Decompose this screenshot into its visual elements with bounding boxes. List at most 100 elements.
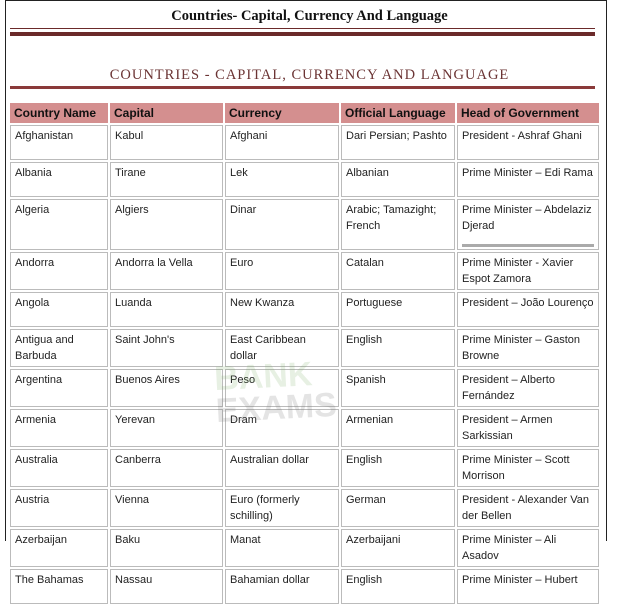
cell-text: Azerbaijani (346, 534, 401, 546)
table-cell: Dinar (225, 199, 339, 250)
table-cell: The Bahamas (10, 569, 108, 604)
table-row: Argentina Buenos Aires Peso Spanish Presiden… (10, 369, 599, 407)
cell-text: Dram (230, 414, 257, 426)
cell-text: Armenia (15, 414, 56, 426)
cell-text: President – Armen Sarkissian (462, 414, 553, 442)
table-cell: Austria (10, 489, 108, 527)
table-cell: Buenos Aires (110, 369, 223, 407)
table-cell: Baku (110, 529, 223, 567)
cell-text: Yerevan (115, 414, 155, 426)
cell-text: English (346, 334, 383, 346)
table-row: Azerbaijan Baku Manat Azerbaijani Prime Mini… (10, 529, 599, 567)
cell-text: The Bahamas (15, 574, 84, 586)
cell-text: Saint John's (115, 334, 175, 346)
cell-text: Peso (230, 374, 256, 386)
column-header: Currency (225, 103, 339, 123)
cell-text: Bahamian dollar (230, 574, 310, 586)
column-header: Country Name (10, 103, 108, 123)
table-cell: President – Alberto Fernández (457, 369, 599, 407)
table-cell: Prime Minister – Abdelaziz Djerad (457, 199, 599, 250)
table-row: Angola Luanda New Kwanza Portuguese Presiden… (10, 292, 599, 327)
cell-divider (462, 244, 594, 247)
table-row: The Bahamas Nassau Bahamian dollar English P… (10, 569, 599, 604)
table-cell: East Caribbean dollar (225, 329, 339, 367)
document-page (5, 0, 607, 541)
column-header: Capital (110, 103, 223, 123)
table-cell: Prime Minister – Scott Morrison (457, 449, 599, 487)
table-cell: Bahamian dollar (225, 569, 339, 604)
cell-text: Algeria (15, 204, 50, 216)
cell-text: Lek (230, 167, 248, 179)
table-cell: Euro (225, 252, 339, 290)
table-cell: Euro (formerly schilling) (225, 489, 339, 527)
table-cell: Andorra (10, 252, 108, 290)
table-cell: Azerbaijan (10, 529, 108, 567)
cell-text: Dari Persian; Pashto (346, 130, 447, 142)
cell-text: Nassau (115, 574, 153, 586)
section-heading: COUNTRIES - CAPITAL, CURRENCY AND LANGUA… (109, 67, 510, 83)
cell-text: Spanish (346, 374, 386, 386)
table-cell: President - Ashraf Ghani (457, 125, 599, 160)
table-cell: Dram (225, 409, 339, 447)
table-cell: Yerevan (110, 409, 223, 447)
column-header: Official Language (341, 103, 455, 123)
table-cell: English (341, 449, 455, 487)
table-cell: Albanian (341, 162, 455, 197)
cell-text: Andorra la Vella (115, 257, 193, 269)
table-cell: Kabul (110, 125, 223, 160)
table-cell: Manat (225, 529, 339, 567)
table-cell: Portuguese (341, 292, 455, 327)
cell-text: Prime Minister – Hubert (462, 574, 578, 586)
table-cell: Armenia (10, 409, 108, 447)
table-cell: Arabic; Tamazight; French (341, 199, 455, 250)
cell-text: Buenos Aires (115, 374, 180, 386)
page-title: Countries- Capital, Currency And Languag… (171, 8, 448, 24)
table-cell: Azerbaijani (341, 529, 455, 567)
table-row: Afghanistan Kabul Afghani Dari Persian; Pas… (10, 125, 599, 160)
table-cell: Prime Minister - Xavier Espot Zamora (457, 252, 599, 290)
cell-text: Tirane (115, 167, 146, 179)
table-cell: Australia (10, 449, 108, 487)
table-cell: Prime Minister – Gaston Browne (457, 329, 599, 367)
table-row: Armenia Yerevan Dram Armenian President – Ar… (10, 409, 599, 447)
table-cell: Catalan (341, 252, 455, 290)
table-cell: Tirane (110, 162, 223, 197)
cell-text: Canberra (115, 454, 161, 466)
cell-text: East Caribbean dollar (230, 334, 306, 362)
table-row: Andorra Andorra la Vella Euro Catalan Prime … (10, 252, 599, 290)
cell-text: Argentina (15, 374, 63, 386)
table-cell: Prime Minister – Edi Rama (457, 162, 599, 197)
table-cell: Andorra la Vella (110, 252, 223, 290)
cell-text: President - Alexander Van der Bellen (462, 494, 589, 522)
table-row: Australia Canberra Australian dollar Englis… (10, 449, 599, 487)
table-row: Albania Tirane Lek Albanian Prime Minister –… (10, 162, 599, 197)
table-cell: Dari Persian; Pashto (341, 125, 455, 160)
cell-text: Australia (15, 454, 58, 466)
cell-text: Euro (formerly schilling) (230, 494, 300, 522)
table-cell: President – Armen Sarkissian (457, 409, 599, 447)
cell-text: Azerbaijan (15, 534, 67, 546)
table-row: Austria Vienna Euro (formerly schilling) Ge… (10, 489, 599, 527)
cell-text: Armenian (346, 414, 394, 426)
cell-text: Prime Minister – Scott Morrison (462, 454, 570, 482)
table-cell: Armenian (341, 409, 455, 447)
cell-text: Afghanistan (15, 130, 74, 142)
cell-text: Euro (230, 257, 254, 269)
table-row: Algeria Algiers Dinar Arabic; Tamazight; Fr… (10, 199, 599, 250)
countries-table: Country Name Capital Currency Official Lang… (8, 101, 601, 606)
cell-text: Prime Minister – Ali Asadov (462, 534, 557, 562)
cell-text: Austria (15, 494, 50, 506)
cell-text: English (346, 574, 383, 586)
cell-text: President – Alberto Fernández (462, 374, 555, 402)
table-cell: Afghanistan (10, 125, 108, 160)
cell-text: Angola (15, 297, 50, 309)
cell-text: Prime Minister – Abdelaziz Djerad (462, 204, 592, 232)
table-cell: Nassau (110, 569, 223, 604)
table-cell: Canberra (110, 449, 223, 487)
cell-text: Catalan (346, 257, 384, 269)
cell-text: Algiers (115, 204, 149, 216)
table-cell: Prime Minister – Hubert (457, 569, 599, 604)
cell-text: Australian dollar (230, 454, 309, 466)
cell-text: Prime Minister – Edi Rama (462, 167, 593, 179)
table-cell: President - Alexander Van der Bellen (457, 489, 599, 527)
